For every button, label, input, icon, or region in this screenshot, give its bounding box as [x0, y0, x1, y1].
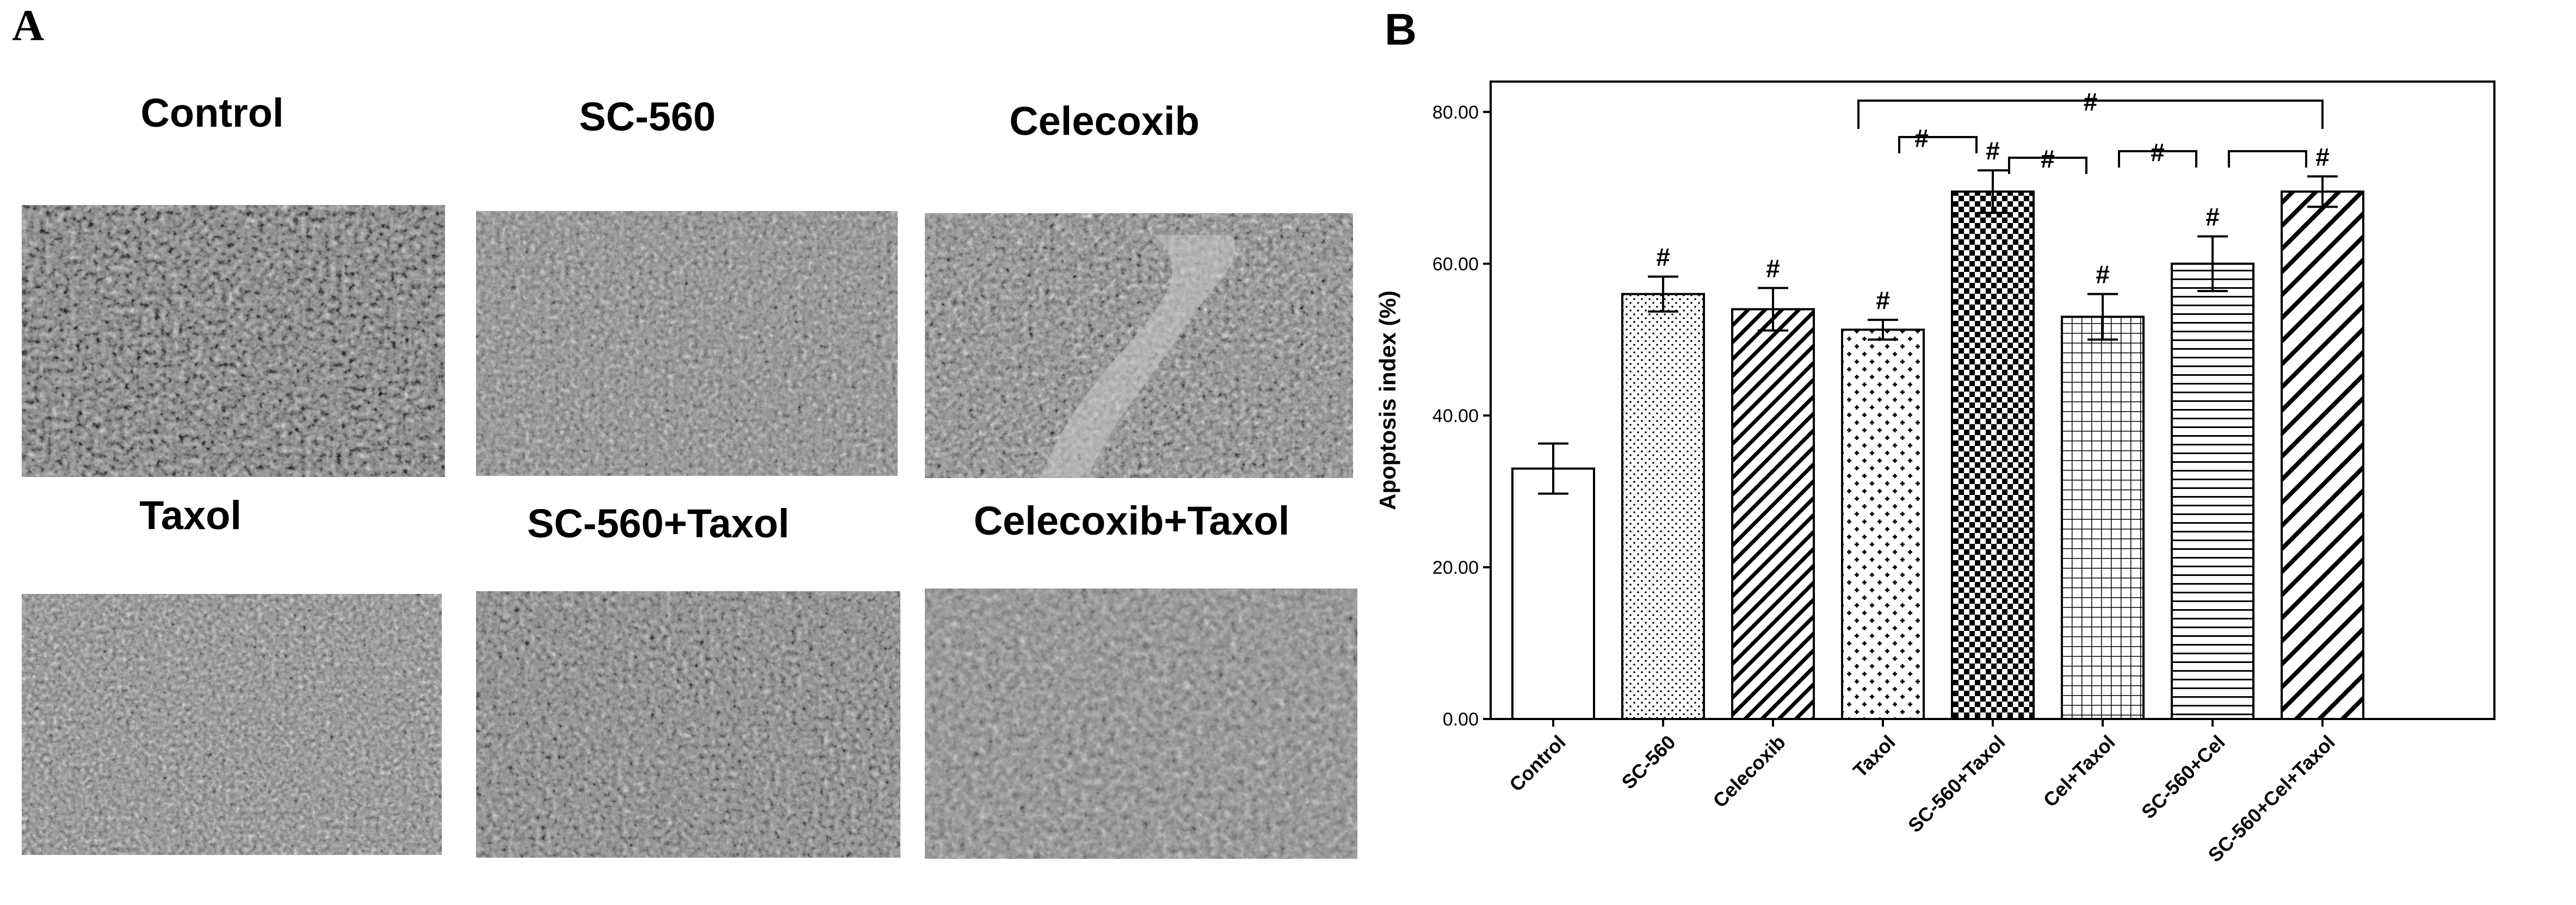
comparison-bracket: [2228, 150, 2307, 168]
y-axis-label: Apoptosis index (%): [1375, 290, 1400, 510]
bar: [1511, 467, 1595, 720]
comparison-bracket: [1857, 100, 2324, 129]
x-category-label: Cel+Taxol: [2039, 731, 2120, 811]
micrograph-celecoxib: [925, 213, 1353, 478]
apoptosis-bar-chart: B 0.00 20.00 40.00 60.00 80.00 Apoptosis inde…: [1375, 5, 2495, 866]
comparison-bracket: [1898, 136, 1978, 153]
y-tick-label: 0.00: [1443, 709, 1479, 730]
micrograph-sc560: [476, 211, 898, 476]
significance-mark: #: [1656, 243, 1670, 271]
y-tick-label: 60.00: [1432, 254, 1479, 275]
bar: [2281, 190, 2364, 720]
micro-title-control: Control: [140, 90, 284, 135]
micrograph-sc560-taxol: [476, 591, 900, 858]
bar: [1621, 293, 1705, 720]
significance-mark: #: [1766, 255, 1780, 283]
bar: [1731, 308, 1815, 720]
x-category-label: SC-560+Cel: [2137, 731, 2229, 823]
bracket-label: #: [2084, 88, 2098, 116]
comparison-bracket: [2118, 150, 2197, 168]
x-category-label: Celecoxib: [1708, 731, 1789, 812]
significance-mark: #: [2206, 203, 2220, 231]
significance-mark: #: [1986, 137, 2000, 165]
bracket-label: #: [2041, 145, 2055, 173]
panel-b-letter: B: [1385, 5, 1417, 54]
bar: [2061, 315, 2145, 720]
y-tick-label: 80.00: [1432, 102, 1479, 123]
micrograph-control: [22, 205, 445, 477]
micro-title-sc560: SC-560: [579, 94, 716, 139]
plot-area: 0.00 20.00 40.00 60.00 80.00 Apoptosis index …: [1375, 80, 2495, 866]
comparison-bracket: [2008, 157, 2087, 174]
x-category-label: SC-560+Taxol: [1904, 731, 2010, 837]
micrograph-taxol: [22, 594, 442, 855]
bar: [1841, 328, 1925, 720]
bar: [1951, 190, 2035, 720]
micro-title-celecoxib: Celecoxib: [1009, 98, 1200, 144]
bracket-label: #: [1914, 124, 1929, 152]
x-category-label: Taxol: [1849, 731, 1900, 782]
y-tick-label: 20.00: [1432, 557, 1479, 578]
micrograph-celecoxib-taxol: [925, 588, 1357, 859]
panel-a-letter: A: [12, 1, 45, 50]
x-category-label: Control: [1505, 731, 1570, 796]
significance-mark: #: [1876, 286, 1890, 314]
micro-title-celecoxib-taxol: Celecoxib+Taxol: [973, 498, 1290, 543]
bracket-label: #: [2151, 138, 2165, 166]
significance-mark: #: [2096, 261, 2110, 289]
significance-mark: #: [2315, 142, 2330, 171]
x-category-label: SC-560: [1617, 731, 1679, 794]
bar: [2171, 262, 2254, 721]
y-tick-label: 40.00: [1432, 406, 1479, 426]
micro-title-sc560-taxol: SC-560+Taxol: [527, 501, 789, 546]
micro-title-taxol: Taxol: [139, 493, 242, 538]
